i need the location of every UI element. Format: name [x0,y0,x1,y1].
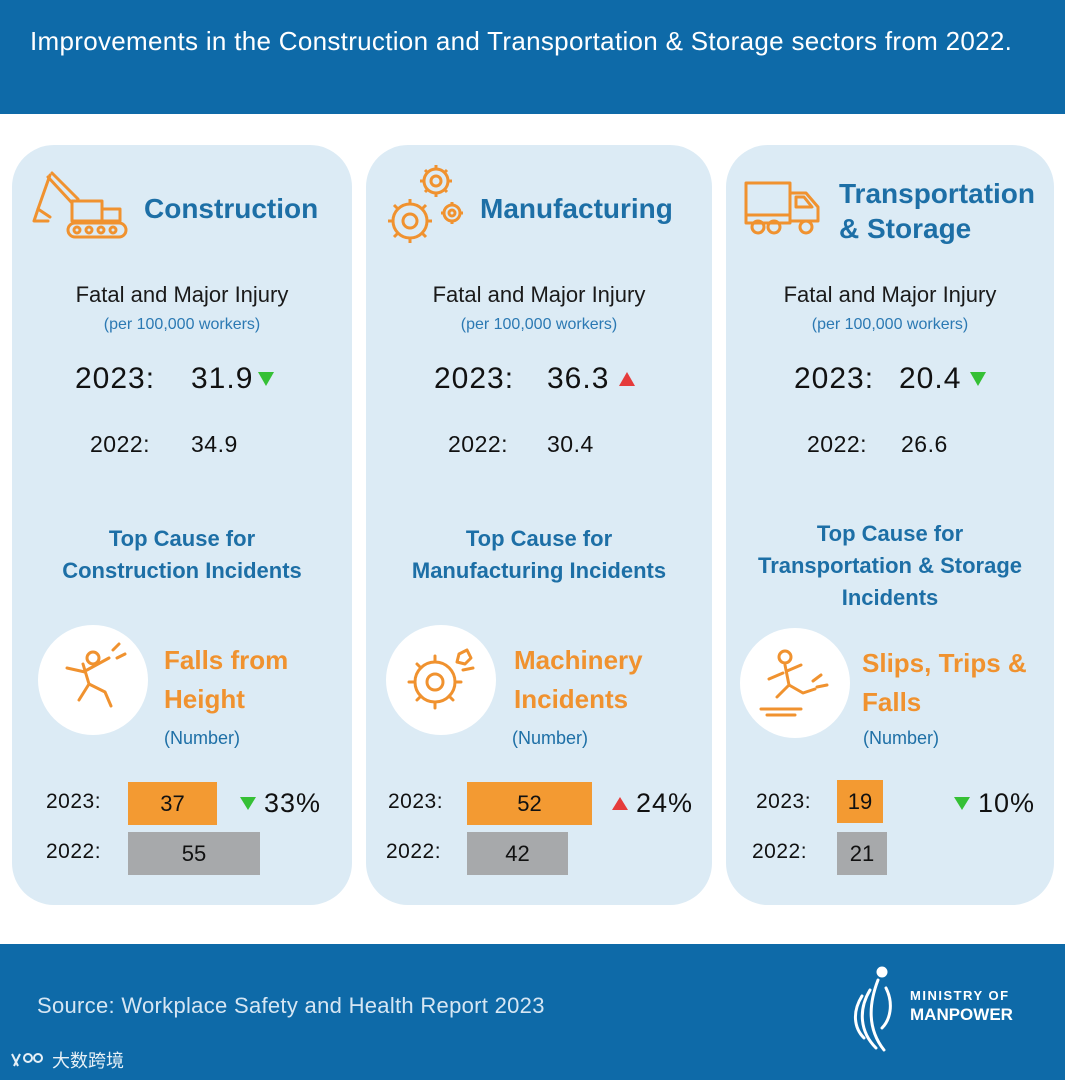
excavator-icon [30,165,130,243]
source-text: Source: Workplace Safety and Health Repo… [37,993,545,1018]
change-percent: 33% [240,788,321,819]
rate-2022-label: 2022: [90,431,151,457]
sector-title: Construction [144,193,319,224]
cause-unit: (Number) [512,728,589,748]
bar-2022-label: 2022: [46,840,102,863]
bar-2022: 21 [837,832,887,875]
gears-icon [384,161,468,251]
footer-banner: Source: Workplace Safety and Health Repo… [0,944,1065,1080]
metric-label: Fatal and Major Injury [783,282,997,307]
rate-2023-value: 36.3 [547,362,610,395]
rate-2023-value: 20.4 [899,362,962,395]
cause-unit: (Number) [863,728,940,748]
page-title: Improvements in the Construction and Tra… [30,26,1013,56]
cause-heading: Top Cause for Manufacturing Incidents [411,526,667,583]
bar-2023-label: 2023: [756,790,812,813]
metric-unit: (per 100,000 workers) [103,316,261,333]
rate-2023-label: 2023: [794,362,875,395]
metric-unit: (per 100,000 workers) [811,316,969,333]
rate-2022-value: 34.9 [191,431,238,457]
slipping-person-icon [740,628,850,738]
machinery-gear-icon [386,625,496,735]
bar-2023: 37 [128,782,217,825]
rate-2023-label: 2023: [75,362,156,395]
metric-unit: (per 100,000 workers) [460,316,618,333]
metric-label: Fatal and Major Injury [75,282,289,307]
bar-2023: 52 [467,782,592,825]
cause-heading: Top Cause for Construction Incidents [62,526,302,583]
bar-2023-label: 2023: [46,790,102,813]
bar-2023-label: 2023: [388,790,444,813]
rate-2022-value: 30.4 [547,431,594,457]
bar-2022: 55 [128,832,260,875]
cause-name: Falls from Height [164,645,289,714]
sector-title: Manufacturing [480,193,673,224]
sector-card-manufacturing: Manufacturing Fatal and Major Injury (pe… [366,145,712,905]
logo-text: MINISTRY OF MANPOWER [910,988,1013,1024]
watermark: 大数跨境 [8,1047,124,1073]
rate-2023-value: 31.9 [191,362,254,395]
trend-down-icon [240,797,256,810]
rate-2022-value: 26.6 [901,431,948,457]
sector-title: Transportation & Storage [839,178,1036,244]
truck-icon [744,179,824,237]
sector-card-transportation-storage: Transportation & Storage Fatal and Major… [726,145,1054,905]
bar-2022-label: 2022: [752,840,808,863]
cause-name: Slips, Trips & Falls [862,648,1027,717]
trend-down-icon [954,797,970,810]
rate-2022-label: 2022: [448,431,509,457]
cause-name: Machinery Incidents [514,645,643,714]
manpower-swirl-icon [854,966,892,1052]
bar-2022-label: 2022: [386,840,442,863]
trend-down-icon [970,372,986,386]
bar-2022: 42 [467,832,568,875]
bar-2023: 19 [837,780,883,823]
trend-up-icon [619,372,635,386]
rate-2022-label: 2022: [807,431,868,457]
cause-unit: (Number) [164,728,241,748]
sector-card-construction: Construction Fatal and Major Injury (per… [12,145,352,905]
change-percent: 10% [954,788,1035,819]
trend-down-icon [258,372,274,386]
watermark-logo-icon [11,1053,43,1067]
ministry-logo: MINISTRY OF MANPOWER [838,966,1028,1056]
falling-person-icon [38,625,148,735]
change-percent: 24% [612,788,693,819]
cause-heading: Top Cause for Transportation & Storage I… [757,521,1023,610]
trend-up-icon [612,797,628,810]
metric-label: Fatal and Major Injury [432,282,646,307]
header-banner: Improvements in the Construction and Tra… [0,0,1065,114]
rate-2023-label: 2023: [434,362,515,395]
